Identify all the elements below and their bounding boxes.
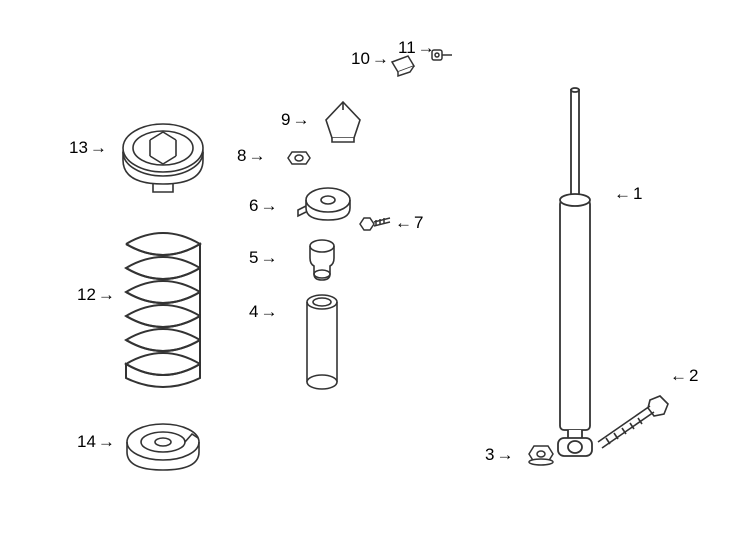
callout-9: 9 → bbox=[281, 110, 309, 130]
arrow-icon: → bbox=[90, 138, 107, 158]
callout-12: 12 → bbox=[77, 285, 115, 305]
callout-11: 11 → bbox=[398, 38, 435, 58]
callout-14: 14 → bbox=[77, 432, 115, 452]
arrow-icon: → bbox=[260, 302, 277, 322]
callout-number: 6 bbox=[249, 196, 258, 216]
coil-spring bbox=[118, 226, 208, 396]
arrow-icon: → bbox=[418, 38, 435, 58]
arrow-icon: ← bbox=[670, 366, 687, 386]
bracket bbox=[318, 98, 368, 146]
arrow-icon: → bbox=[372, 49, 389, 69]
arrow-icon: → bbox=[292, 110, 309, 130]
callout-1: ← 1 bbox=[614, 184, 642, 204]
dust-boot bbox=[302, 294, 342, 394]
callout-number: 8 bbox=[237, 146, 246, 166]
callout-3: 3 → bbox=[485, 445, 513, 465]
callout-number: 13 bbox=[69, 138, 88, 158]
callout-number: 2 bbox=[689, 366, 698, 386]
arrow-icon: → bbox=[98, 285, 115, 305]
mount-bolt bbox=[590, 394, 670, 454]
upper-spring-seat bbox=[118, 112, 208, 197]
callout-2: ← 2 bbox=[670, 366, 698, 386]
callout-number: 10 bbox=[351, 49, 370, 69]
arrow-icon: ← bbox=[614, 184, 631, 204]
callout-number: 3 bbox=[485, 445, 494, 465]
callout-number: 11 bbox=[398, 38, 416, 58]
flange-nut bbox=[526, 442, 556, 468]
callout-6: 6 → bbox=[249, 196, 277, 216]
upper-nut bbox=[286, 148, 312, 168]
arrow-icon: → bbox=[260, 248, 277, 268]
arrow-icon: → bbox=[496, 445, 513, 465]
callout-number: 5 bbox=[249, 248, 258, 268]
bump-stop bbox=[304, 238, 340, 282]
callout-number: 9 bbox=[281, 110, 290, 130]
callout-4: 4 → bbox=[249, 302, 277, 322]
lower-spring-seat bbox=[122, 420, 204, 475]
arrow-icon: → bbox=[248, 146, 265, 166]
callout-number: 7 bbox=[414, 213, 423, 233]
callout-13: 13 → bbox=[69, 138, 107, 158]
mount-bolt-upper bbox=[356, 208, 394, 236]
callout-8: 8 → bbox=[237, 146, 265, 166]
callout-number: 14 bbox=[77, 432, 96, 452]
callout-7: ← 7 bbox=[395, 213, 423, 233]
callout-number: 4 bbox=[249, 302, 258, 322]
arrow-icon: ← bbox=[395, 213, 412, 233]
arrow-icon: → bbox=[98, 432, 115, 452]
upper-mount bbox=[296, 184, 354, 226]
callout-number: 12 bbox=[77, 285, 96, 305]
callout-number: 1 bbox=[633, 184, 642, 204]
arrow-icon: → bbox=[260, 196, 277, 216]
callout-10: 10 → bbox=[351, 49, 389, 69]
parts-diagram: 13 → 12 → 14 → 9 → 10 → 11 → 8 → 6 → 5 →… bbox=[0, 0, 734, 540]
callout-5: 5 → bbox=[249, 248, 277, 268]
